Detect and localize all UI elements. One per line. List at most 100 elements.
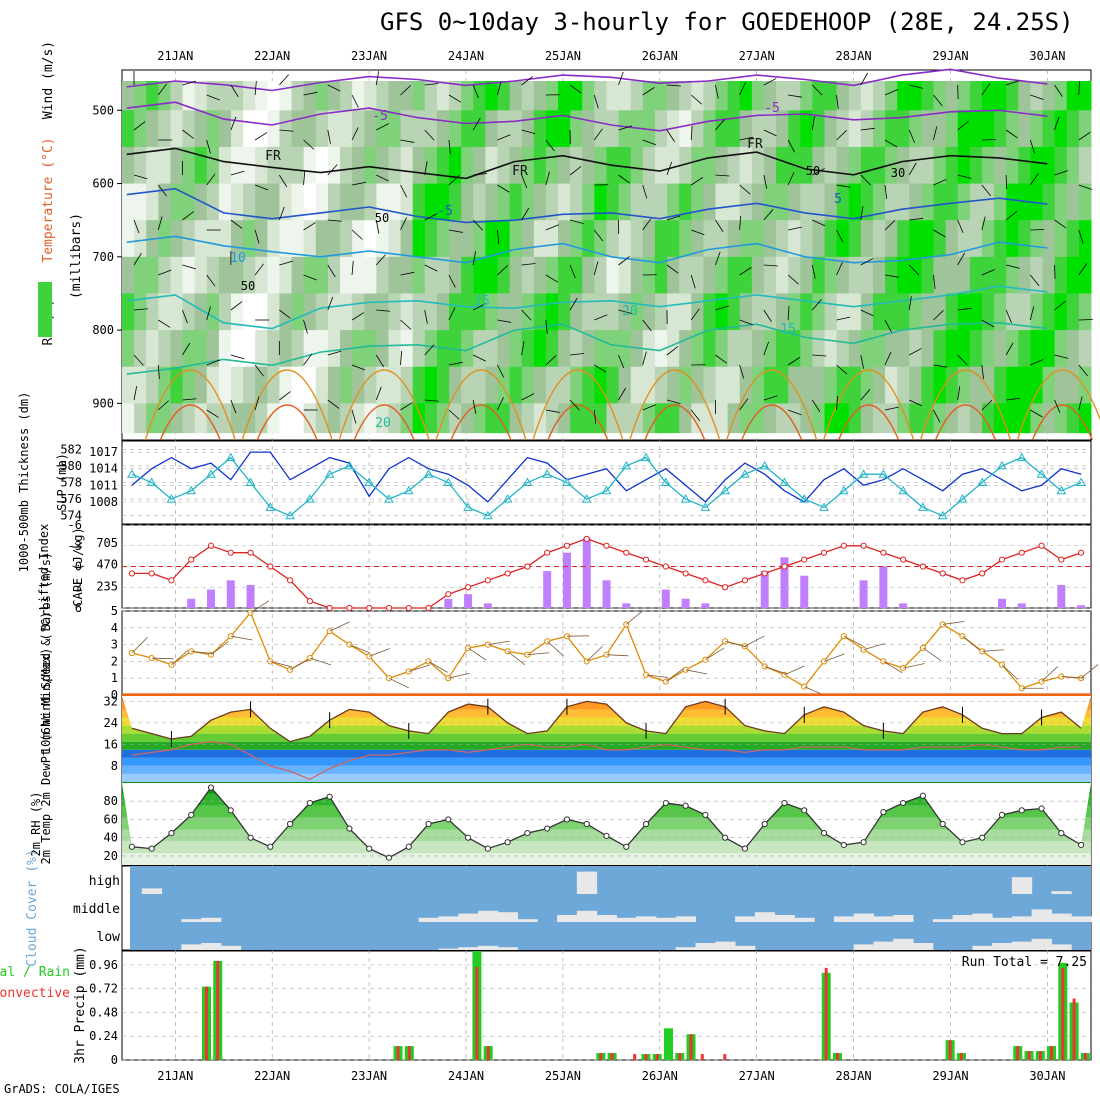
wind-barb: [157, 83, 167, 96]
temp-color-band: [122, 717, 1091, 726]
rh-2m-point: [306, 799, 313, 807]
wind-barb-10m: [507, 651, 526, 666]
cape-bar: [1057, 584, 1066, 608]
rh-shade-cell: [1018, 80, 1031, 111]
rh-shade-cell: [424, 293, 438, 331]
rh-shade-cell: [509, 80, 523, 111]
wind-speed-point: [662, 678, 669, 685]
wind-barb: [618, 387, 627, 401]
wind-barb: [424, 309, 428, 324]
ytick-label-cape: 470: [96, 558, 118, 572]
rh-shade-cell: [594, 183, 607, 221]
rh-shade-cell: [303, 146, 317, 185]
rh-shade-cell: [1066, 110, 1080, 148]
rh-shade-cell: [122, 330, 135, 368]
rh-shade-cell: [763, 403, 777, 434]
wind-barb: [424, 161, 428, 176]
wind-barb: [593, 409, 597, 424]
rh-shade-cell: [170, 330, 184, 368]
rh-shade-cell: [848, 256, 862, 294]
wind-barb: [1030, 359, 1044, 366]
wind-barb: [472, 219, 483, 231]
rh-shade-cell: [194, 330, 208, 368]
rh-shade-cell: [715, 110, 729, 148]
ytick-label-thickness: 576: [60, 492, 82, 506]
rh-shade-cell: [981, 110, 995, 148]
rh-shade-cell: [521, 220, 535, 258]
rh-shade-cell: [667, 403, 680, 434]
rh-2m-point: [445, 816, 452, 823]
rh-shade-cell: [776, 256, 789, 294]
wind-barb: [666, 129, 675, 142]
rh-shade-cell: [146, 110, 159, 148]
rh-shade-cell: [218, 256, 232, 294]
cloud-cell-high: [576, 871, 598, 894]
wind-barb: [375, 71, 380, 86]
wind-barb: [1005, 80, 1020, 86]
rh-shade-cell: [352, 220, 365, 258]
rh-shade-cell: [449, 110, 462, 148]
rh-shade-cell: [1066, 183, 1080, 221]
rh-shade-cell: [630, 146, 644, 185]
ytick-label-cape: 235: [96, 579, 118, 593]
rh-shade-cell: [303, 110, 317, 148]
isotherm-label: FR: [265, 149, 281, 164]
thickness-line: [131, 456, 1082, 517]
rh-shade-cell: [315, 366, 329, 404]
rh-shade-cell: [1006, 110, 1019, 148]
rh-shade-cell: [836, 220, 850, 258]
wind-barb: [206, 139, 211, 154]
rh-shade-cell: [763, 256, 777, 294]
rh-shade-cell: [533, 293, 547, 331]
rh-shade-cell: [715, 403, 729, 434]
rh-shade-cell: [727, 293, 741, 331]
rh-shade-cell: [485, 366, 498, 404]
rh-shade-cell: [1018, 293, 1031, 331]
rh-shade-cell: [763, 330, 777, 368]
rh-shade-cell: [170, 366, 184, 404]
thickness-point: [364, 477, 375, 486]
rh-shade-cell: [824, 220, 838, 258]
cloud-cell-middle: [1031, 909, 1052, 922]
wind-barb: [593, 94, 599, 109]
rh-shade-cell: [291, 146, 305, 185]
thickness-point: [443, 477, 454, 486]
rh-shade-cell: [751, 183, 765, 221]
rh-shade-cell: [703, 330, 717, 368]
rh-shade-cell: [424, 220, 438, 258]
rh-shade-cell: [642, 366, 656, 404]
rh-shade-cell: [218, 330, 232, 368]
isotherm-30: [450, 404, 512, 441]
rh-shade-cell: [1030, 146, 1044, 185]
thickness-point: [937, 510, 948, 520]
rh-shade-cell: [255, 110, 268, 148]
rh-2m-point: [425, 820, 432, 828]
rh-shade-cell: [885, 183, 898, 221]
rh-shade-cell: [352, 256, 365, 294]
cloud-row-label: middle: [73, 902, 120, 917]
rh-shade-cell: [582, 403, 595, 434]
precip-convective-bar: [1050, 1046, 1054, 1060]
rh-shade-cell: [279, 330, 293, 368]
wind-barb: [618, 174, 631, 184]
cape-bar: [1017, 603, 1026, 608]
rh-shade-cell: [715, 183, 729, 221]
wind-barb-10m: [289, 658, 310, 671]
rh-shade-cell: [812, 330, 826, 368]
wind-barb: [1054, 354, 1069, 359]
cloud-row-label: low: [97, 930, 121, 945]
wind-barb: [303, 171, 306, 186]
rh-shade-cell: [400, 366, 414, 404]
rh-shade-cell: [594, 146, 607, 185]
rh-shade-cell: [533, 80, 547, 111]
rh-2m-point: [820, 830, 828, 837]
wind-barb: [303, 353, 313, 366]
rh-2m-point: [741, 845, 749, 852]
wind-barb: [448, 409, 460, 420]
rh-shade-cell: [570, 80, 583, 111]
rh-shade-cell: [606, 403, 620, 434]
thickness-point: [720, 485, 731, 495]
rh-shade-cell: [582, 366, 595, 404]
rh-shade-cell: [969, 403, 983, 434]
lifted-index-point: [405, 604, 412, 612]
